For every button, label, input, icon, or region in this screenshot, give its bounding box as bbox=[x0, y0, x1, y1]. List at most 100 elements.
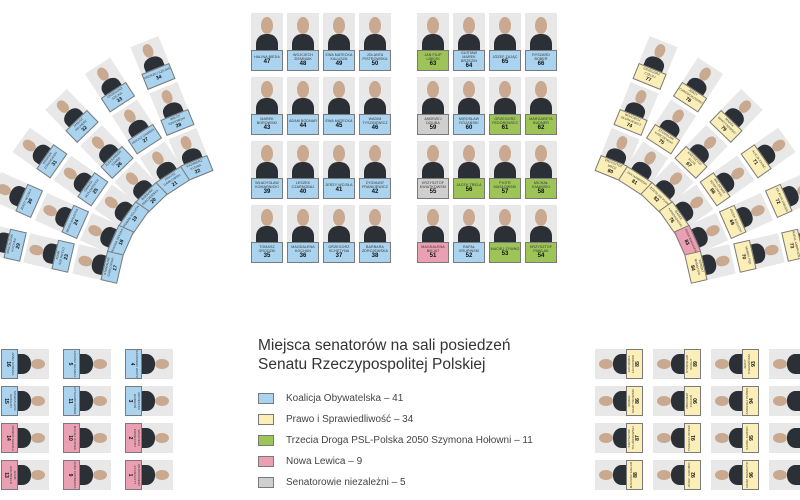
senator-name: RAFAŁ GRUPIŃSKI bbox=[458, 245, 480, 253]
senator-seat-42: ZYGMUNT FRANKIEWICZ 42 bbox=[359, 141, 391, 199]
seat-label: MACIEJ KOPIEC 10 bbox=[63, 423, 80, 453]
senator-portrait-icon bbox=[287, 77, 319, 114]
seat-number: 90 bbox=[692, 398, 699, 404]
seat-number: 57 bbox=[501, 189, 509, 195]
senator-name: KRZYSZTOF PAWLAK bbox=[529, 245, 553, 253]
senator-portrait-icon bbox=[453, 141, 485, 178]
senator-portrait-icon bbox=[453, 77, 485, 114]
senator-name: MAGDALENA KOCHAN bbox=[291, 245, 315, 253]
seat-label: MAGDALENA KOCHAN 36 bbox=[287, 242, 319, 263]
seat-number: 64 bbox=[465, 63, 473, 69]
senator-portrait-icon bbox=[251, 77, 283, 114]
senator-seat-47: HALINA BIEDA 47 bbox=[251, 13, 283, 71]
senator-seat-69: JACEK BOGUCKI 69 bbox=[719, 192, 774, 239]
senator-seat-2: WOJCIECH KONIECZNY 2 bbox=[125, 423, 173, 453]
diagram-title: Miejsca senatorów na sali posiedzeń Sena… bbox=[258, 336, 558, 374]
senator-portrait-icon bbox=[525, 205, 557, 242]
senator-portrait-icon bbox=[359, 205, 391, 242]
seat-number: 34 bbox=[155, 73, 164, 82]
senator-portrait-icon bbox=[80, 349, 111, 379]
senator-name: MAGDALENA BIEJAT bbox=[421, 245, 445, 253]
senator-name: WOJCIECH ZIEMNIAK bbox=[293, 53, 313, 61]
seat-label: JÓZEF ZAJĄC 65 bbox=[489, 50, 521, 71]
senator-name: MICHAŁ KAMIŃSKI bbox=[532, 181, 550, 189]
seat-number: 89 bbox=[692, 361, 699, 367]
senator-portrait-icon bbox=[18, 460, 49, 490]
senator-portrait-icon bbox=[323, 13, 355, 50]
senator-name: RYSZARD BOBER bbox=[532, 53, 550, 61]
senator-seat-49: EWA MATECKA KALUSZA 49 bbox=[323, 13, 355, 71]
senator-portrait-icon bbox=[769, 460, 800, 490]
senator-name: ANDRZEJ DZIUBA bbox=[424, 117, 442, 125]
seat-label: JERZY CZERWIŃSKI 93 bbox=[742, 349, 759, 379]
senator-portrait-icon bbox=[18, 349, 49, 379]
senator-name: MAGDALENA KOCHAN bbox=[9, 391, 17, 411]
legend-label-nl: Nowa Lewica – 9 bbox=[286, 456, 363, 467]
seat-number: 19 bbox=[131, 215, 140, 224]
seat-number: 28 bbox=[175, 121, 183, 130]
seat-number: 5 bbox=[66, 362, 73, 366]
senator-portrait-icon bbox=[489, 13, 521, 50]
senator-portrait-icon bbox=[595, 386, 626, 416]
seat-label: WŁODZIMIERZ CZARZASTY 1 bbox=[125, 460, 142, 490]
senator-seat-98: ADAM BIELAN98 bbox=[769, 386, 800, 416]
seat-label: MAREK MARTYNOWSKI 86 bbox=[626, 386, 643, 416]
seat-label: MACIEJ ŻYWNO 53 bbox=[489, 242, 521, 263]
senator-portrait-icon bbox=[595, 460, 626, 490]
seat-label: WADIM TYSZKIEWICZ 46 bbox=[359, 114, 391, 135]
senator-seat-86: MAREK MARTYNOWSKI 86 bbox=[595, 386, 643, 416]
seat-number: 45 bbox=[335, 123, 343, 129]
senator-portrait-icon bbox=[323, 205, 355, 242]
seat-label: RAFAŁ AMBROZIK 73 bbox=[781, 228, 800, 262]
seat-number: 10 bbox=[66, 435, 73, 441]
senator-portrait-icon bbox=[525, 13, 557, 50]
senator-seat-38: BARBARA ZDROJEWSKA 38 bbox=[359, 205, 391, 263]
seat-number: 15 bbox=[3, 398, 10, 404]
seat-number: 17 bbox=[111, 264, 119, 272]
senator-portrait-icon bbox=[653, 386, 684, 416]
seat-label: WŁADYSŁAW KOMARNICKI 39 bbox=[251, 178, 283, 199]
senator-name: ANNA GÓRSKA bbox=[11, 352, 16, 376]
seat-number: 51 bbox=[429, 253, 437, 259]
seat-number: 18 bbox=[118, 238, 127, 247]
senator-seat-30: JERZY WCISŁA 30 bbox=[0, 172, 44, 219]
senator-name: TOMASZ GRODZKI bbox=[258, 245, 276, 253]
seat-number: 50 bbox=[371, 61, 379, 67]
seat-number: 83 bbox=[681, 238, 690, 247]
senator-portrait-icon bbox=[595, 423, 626, 453]
seat-label: ZYGMUNT FRANKIEWICZ 42 bbox=[359, 178, 391, 199]
seat-number: 54 bbox=[537, 253, 545, 259]
seat-number: 41 bbox=[335, 187, 343, 193]
seat-label: JÓZEF JAROMIN 92 bbox=[684, 460, 701, 490]
seat-number: 91 bbox=[691, 435, 698, 441]
seat-number: 72 bbox=[773, 198, 782, 206]
seat-number: 9 bbox=[66, 473, 73, 477]
senator-seat-29: MAGDALENA KOCHAN 29 bbox=[0, 221, 27, 262]
seat-number: 70 bbox=[739, 253, 747, 260]
senator-seat-59: ANDRZEJ DZIUBA 59 bbox=[417, 77, 449, 135]
senator-seat-78: JERZY CHRÓŚCIKOWSKI 78 bbox=[672, 57, 723, 113]
senator-name: HALINA BIEDA bbox=[254, 55, 280, 59]
seat-number: 61 bbox=[501, 125, 509, 131]
senator-portrait-icon bbox=[80, 386, 111, 416]
senator-seat-94: ANDRZEJ PAŚNIK 94 bbox=[711, 386, 759, 416]
senator-seat-97: RYSZARD MAJER97 bbox=[769, 349, 800, 379]
seat-number: 2 bbox=[127, 436, 134, 440]
senator-name: MAREK BOROWSKI bbox=[256, 117, 278, 125]
senator-portrait-icon bbox=[595, 349, 626, 379]
senator-portrait-icon bbox=[142, 386, 173, 416]
legend-swatch-td bbox=[258, 435, 274, 446]
senator-name: MACIEJ ŻYWNO bbox=[490, 247, 520, 251]
senator-name: JAN FILIP LIBICKI bbox=[424, 53, 442, 61]
seat-number: 33 bbox=[115, 96, 124, 105]
senator-name: JANUSZ GRAMZA bbox=[73, 350, 78, 378]
senator-name: ZBIGNIEW CICHOŃ bbox=[685, 393, 693, 409]
seat-number: 49 bbox=[335, 61, 343, 67]
senator-portrait-icon bbox=[80, 423, 111, 453]
senator-seat-13: ADAM SZEJNFELD 13 bbox=[1, 460, 49, 490]
seat-number: 78 bbox=[684, 96, 693, 105]
senator-seat-46: WADIM TYSZKIEWICZ 46 bbox=[359, 77, 391, 135]
title-line-1: Miejsca senatorów na sali posiedzeń bbox=[258, 337, 511, 354]
senator-name: MAREK MARTYNOWSKI bbox=[627, 389, 635, 413]
seat-label: RAFAŁ GRUPIŃSKI 52 bbox=[453, 242, 485, 263]
